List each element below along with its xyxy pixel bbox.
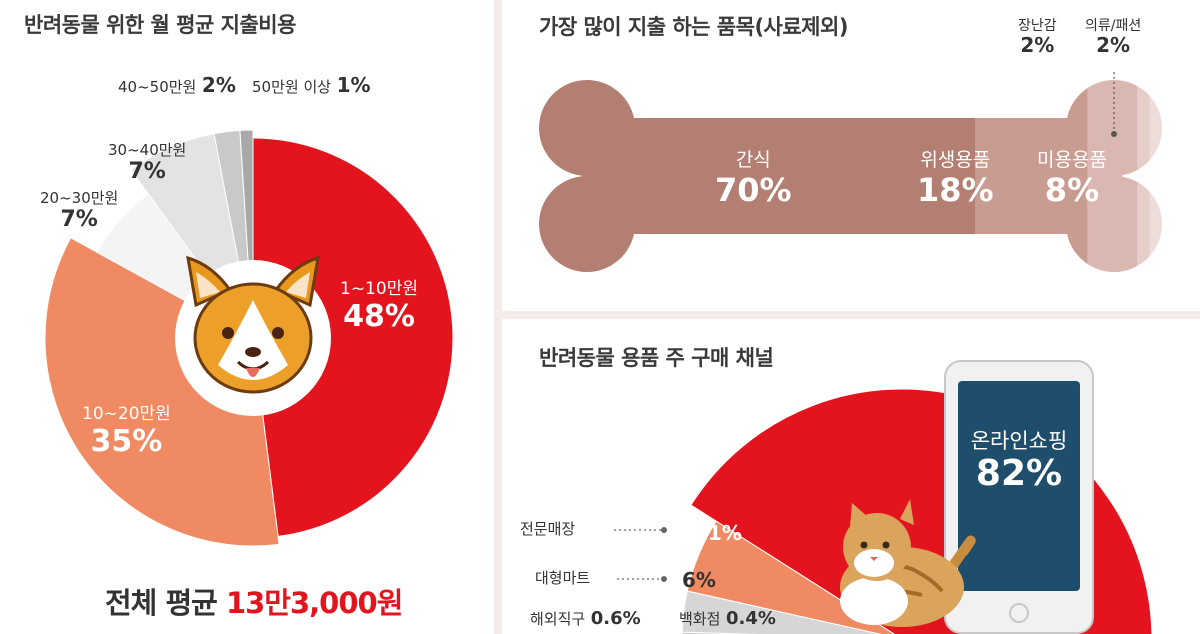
bone-label-toy: 장난감 2% (1018, 18, 1057, 58)
pie1-label-30to40: 30~40만원 7% (108, 141, 187, 185)
fan-label-department: 백화점 0.4% (679, 608, 776, 629)
corgi-dog-icon (175, 255, 331, 416)
pie1-slice-0 (252, 137, 454, 537)
top-items-title: 가장 많이 지출 하는 품목(사료제외) (539, 15, 848, 39)
fan-label-mart-name: 대형마트 (535, 569, 591, 587)
fan-label-online: 온라인쇼핑 82% (970, 429, 1068, 495)
pie1-label-1to10: 1~10만원 48% (340, 279, 418, 334)
bone-label-grooming: 미용용품 8% (1037, 149, 1107, 209)
pie1-label-20to30: 20~30만원 7% (40, 189, 119, 233)
top-items-panel: 가장 많이 지출 하는 품목(사료제외) 간식 70% 위생용품 18% (502, 0, 1200, 311)
bone-bar-chart (539, 72, 1162, 272)
pie1-label-40to50: 40~50만원 2% (118, 73, 236, 97)
monthly-spending-title: 반려동물 위한 월 평균 지출비용 (24, 13, 296, 37)
average-total-value: 13만3,000원 (225, 586, 403, 620)
bone-label-hygiene: 위생용품 18% (917, 149, 994, 209)
monthly-spending-panel: 반려동물 위한 월 평균 지출비용 1~10만원 48% (0, 0, 494, 634)
monthly-spending-pie (44, 129, 454, 547)
leader-dot-mart (661, 576, 667, 582)
leader-dot-clothing (1111, 131, 1117, 137)
fan-label-overseas: 해외직구 0.6% (530, 608, 641, 629)
fan-label-specialty-name: 전문매장 (520, 520, 576, 538)
tabby-cat-icon (840, 499, 976, 627)
leader-dot-specialty (661, 527, 667, 533)
purchase-channel-title: 반려동물 용품 주 구매 채널 (539, 346, 774, 370)
fan-label-mart-value: 6% (682, 568, 716, 592)
pie1-label-50plus: 50만원 이상 1% (252, 73, 371, 97)
purchase-channel-fan (614, 360, 1153, 634)
purchase-channel-panel: 반려동물 용품 주 구매 채널 (502, 319, 1200, 634)
pie1-label-10to20: 10~20만원 35% (82, 404, 171, 459)
bone-label-clothing: 의류/패션 2% (1085, 18, 1142, 58)
bone-label-snack: 간식 70% (715, 149, 792, 209)
smartphone-icon (944, 360, 1094, 634)
bone-segment-3 (1137, 80, 1151, 272)
average-total-label: 전체 평균 (105, 586, 218, 620)
pie1-slice-1 (44, 237, 280, 547)
fan-label-specialty-value: 11% (694, 521, 742, 545)
average-total: 전체 평균 13만3,000원 (105, 580, 403, 622)
bone-segment-4 (1149, 80, 1162, 272)
